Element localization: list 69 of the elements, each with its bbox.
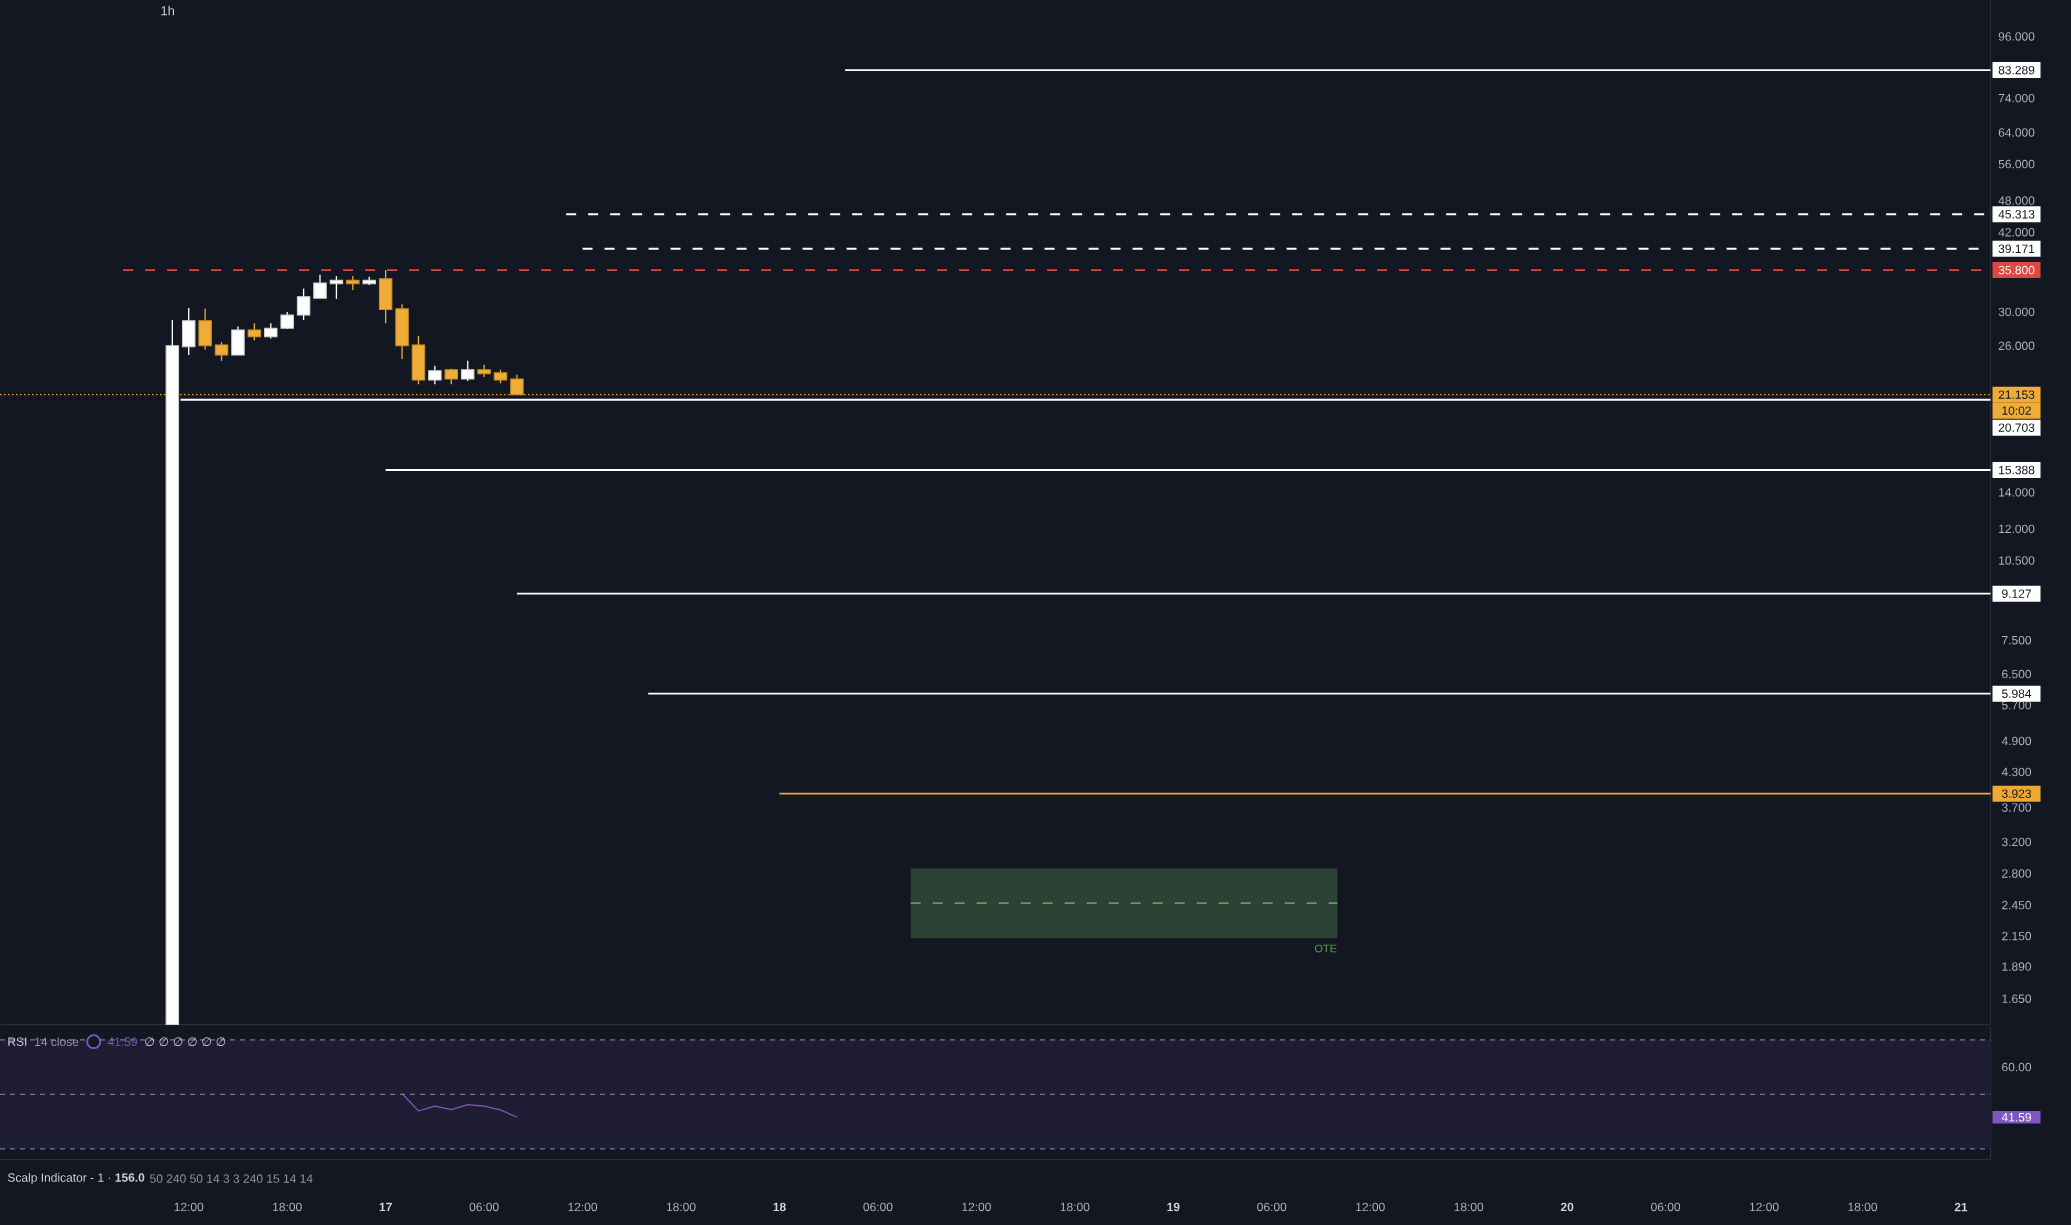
y-tick-label: 30.000 — [1998, 307, 2035, 317]
y-tick-label: 2.450 — [2002, 900, 2032, 910]
data-label: 45.313 — [1998, 210, 2035, 219]
x-tick-label: 18:00 — [1454, 1202, 1484, 1212]
x-tick-label: 06:00 — [1651, 1202, 1681, 1212]
line-series — [401, 1092, 518, 1118]
y-tick-label: 74.000 — [1998, 93, 2035, 103]
candlestick — [428, 365, 442, 385]
y-tick-label: 4.900 — [2001, 736, 2032, 746]
x-tick-label: 18:00 — [666, 1202, 696, 1212]
annotation: 41.59 — [107, 1037, 137, 1046]
y-tick-label: 64.000 — [1998, 128, 2035, 137]
text: 50 240 50 14 3 3 240 15 14 14 — [150, 1174, 313, 1183]
y-tick-label: 6.500 — [2002, 669, 2032, 679]
candlestick — [214, 341, 229, 362]
y-tick-label: 41.59 — [2001, 1113, 2031, 1122]
y-tick-label: 1.650 — [2002, 994, 2032, 1003]
x-tick-label: 12:00 — [174, 1202, 204, 1212]
text: RSI — [8, 1037, 27, 1046]
text: Scalp Indicator - 1 · 156.0 — [7, 1172, 145, 1185]
x-tick-label: 20 — [1560, 1202, 1574, 1212]
x-tick-label: 12:00 — [962, 1202, 991, 1212]
data-label: 20.703 — [1998, 423, 2035, 432]
x-tick-label: 06:00 — [1257, 1202, 1287, 1212]
x-tick-label: 12:00 — [1356, 1202, 1385, 1212]
y-tick-label: 7.500 — [2002, 635, 2032, 645]
y-tick-label: 10.500 — [1999, 556, 2035, 565]
data-label: 5.984 — [2001, 689, 2032, 698]
y-tick-label: 42.000 — [1998, 228, 2035, 237]
ref-line-label: 21.153 — [1998, 390, 2035, 399]
y-tick-label: 14.000 — [1999, 488, 2035, 497]
annotation: ∅ ∅ ∅ ∅ ∅ ∅ — [145, 1037, 226, 1047]
chart-title: 1h — [161, 5, 175, 16]
y-tick-label: 96.000 — [1998, 32, 2035, 41]
data-label: 3.923 — [2001, 789, 2031, 798]
x-tick-label: 18:00 — [273, 1202, 302, 1212]
x-tick-label: 21 — [1954, 1202, 1968, 1212]
data-label: 9.127 — [2002, 589, 2031, 598]
y-tick-label: 60.00 — [2002, 1062, 2032, 1072]
x-tick-label: 17 — [379, 1202, 392, 1212]
y-tick-label: 2.800 — [2002, 869, 2032, 878]
text: 10:02 — [2002, 406, 2031, 415]
y-tick-label: 12.000 — [1999, 524, 2035, 534]
candlestick — [296, 287, 311, 321]
x-tick-label: 06:00 — [863, 1202, 893, 1212]
y-tick-label: 4.300 — [2001, 767, 2032, 777]
y-tick-label: 3.200 — [2001, 837, 2032, 847]
y-tick-label: 1.890 — [2002, 962, 2032, 971]
legend-label: 14 close — [35, 1037, 79, 1047]
x-tick-label: 12:00 — [568, 1202, 598, 1212]
x-tick-label: 06:00 — [469, 1202, 499, 1212]
y-tick-label: 3.700 — [2001, 803, 2032, 812]
data-label: 83.289 — [1998, 65, 2035, 75]
x-tick-label: 18:00 — [1848, 1202, 1878, 1212]
y-tick-label: 5.700 — [2001, 700, 2032, 710]
y-tick-label: 56.000 — [1998, 159, 2035, 169]
candlestick — [313, 274, 327, 299]
y-tick-label: 48.000 — [1998, 196, 2035, 205]
y-tick-label: 2.150 — [2002, 931, 2032, 941]
data-label: 15.388 — [1999, 465, 2035, 475]
x-tick-label: 19 — [1167, 1202, 1180, 1212]
y-tick-label: 26.000 — [1998, 341, 2035, 351]
data-label: 39.171 — [1998, 244, 2035, 254]
data-label: 35.800 — [1998, 265, 2035, 275]
x-tick-label: 12:00 — [1749, 1202, 1779, 1212]
candlestick — [460, 360, 475, 382]
x-tick-label: 18:00 — [1060, 1202, 1090, 1212]
text: OTE — [1314, 944, 1337, 953]
x-tick-label: 18 — [773, 1202, 786, 1212]
